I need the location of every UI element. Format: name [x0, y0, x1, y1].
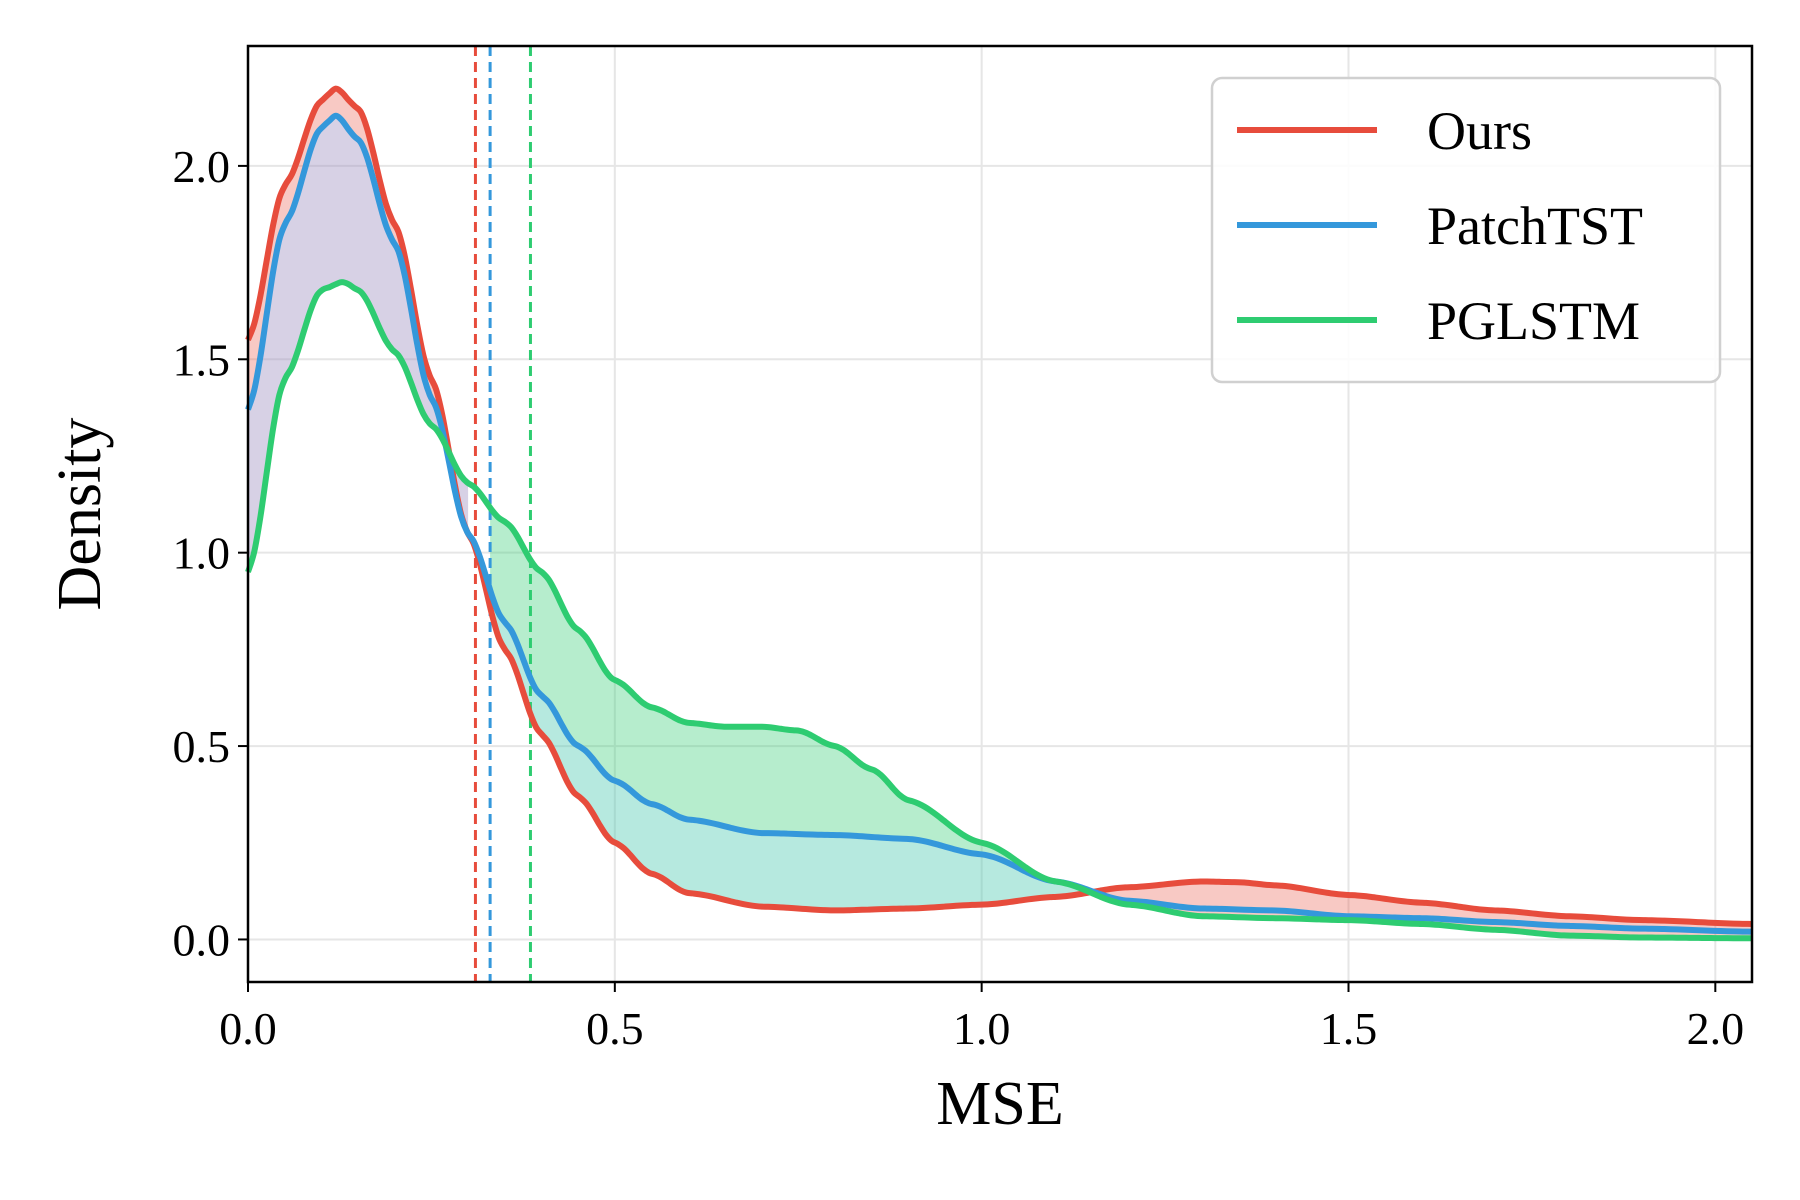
y-tick-label: 2.0 [173, 141, 231, 192]
mean-lines [473, 46, 532, 982]
fill-area-2 [490, 589, 1092, 911]
x-axis-label: MSE [936, 1070, 1063, 1138]
x-tick-label: 2.0 [1687, 1003, 1745, 1054]
density-lines [245, 85, 1753, 942]
fill-area-1 [248, 115, 469, 573]
y-tick-label: 1.0 [173, 528, 231, 579]
legend-box [1210, 76, 1722, 384]
y-axis-label: Density [46, 418, 114, 611]
y-tick-label: 0.0 [173, 914, 231, 965]
x-tick-label: 1.0 [953, 1003, 1011, 1054]
y-tick-label: 0.5 [173, 721, 231, 772]
series-line-pglstm [245, 279, 1753, 942]
legend-label-pglstm: PGLSTM [1427, 291, 1640, 351]
x-tick-label: 0.0 [219, 1003, 277, 1054]
plot-frame [246, 44, 1754, 984]
legend: Ours PatchTST PGLSTM [1210, 76, 1722, 384]
legend-label-patchtst: PatchTST [1427, 196, 1643, 256]
x-tick-label: 0.5 [586, 1003, 644, 1054]
x-tick-label: 1.5 [1320, 1003, 1378, 1054]
series-line-patchtst [245, 112, 1753, 935]
legend-label-ours: Ours [1427, 101, 1532, 161]
fill-area-3 [490, 507, 1019, 868]
y-tick-label: 1.5 [173, 334, 231, 385]
axis-ticks: 0.0 0.5 1.0 1.5 2.0 0.0 0.5 1.0 1.5 2.0 [173, 141, 1745, 1054]
series-line-ours [245, 85, 1753, 927]
